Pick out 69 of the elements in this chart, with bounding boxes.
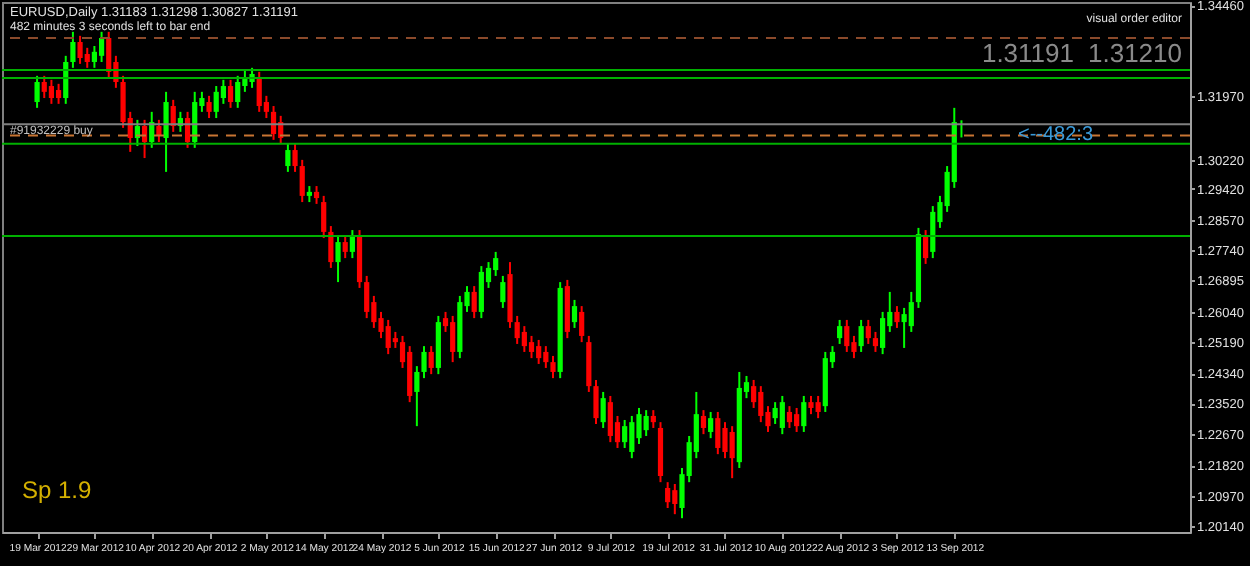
candlestick <box>163 90 169 173</box>
candlestick <box>349 229 355 260</box>
candlestick <box>471 285 477 320</box>
candlestick <box>808 394 814 416</box>
candlestick <box>98 30 105 64</box>
candlestick <box>751 378 757 409</box>
candlestick <box>543 345 549 369</box>
candlestick <box>794 406 800 433</box>
candlestick <box>48 78 55 105</box>
candlestick <box>550 354 556 380</box>
candlestick <box>235 74 241 109</box>
candlestick <box>844 318 850 353</box>
candlestick <box>901 306 907 349</box>
candlestick <box>622 418 628 449</box>
candlestick <box>55 82 62 105</box>
candlestick <box>342 234 348 260</box>
candlestick <box>930 205 936 260</box>
candlestick <box>220 78 226 105</box>
annotation: 1.31191 <box>981 38 1074 68</box>
candlestick <box>600 390 606 429</box>
candlestick <box>385 318 391 356</box>
candlestick <box>564 278 570 340</box>
candlestick <box>285 142 291 173</box>
candlestick <box>607 394 613 444</box>
candlestick <box>894 305 900 329</box>
candlestick <box>213 85 219 120</box>
candlestick <box>206 94 212 120</box>
candlestick <box>450 314 456 364</box>
annotation: Sp 1.9 <box>22 476 93 504</box>
candlestick <box>91 45 97 69</box>
candlestick <box>227 78 234 109</box>
candlestick <box>77 34 83 65</box>
candlestick <box>786 405 793 429</box>
annotation: 1.31210 <box>1088 38 1182 68</box>
candlestick <box>34 74 40 109</box>
candlestick <box>872 330 879 353</box>
candlestick <box>708 410 714 440</box>
candlestick <box>700 409 707 436</box>
candlestick <box>478 265 484 320</box>
candlestick <box>256 70 262 113</box>
candlestick <box>500 274 506 309</box>
candlestick <box>729 425 735 480</box>
candlestick <box>528 334 535 360</box>
candlestick <box>571 298 578 329</box>
candlestick <box>779 394 785 436</box>
candlestick <box>521 325 527 353</box>
candlestick <box>880 310 886 356</box>
candlestick <box>629 414 635 460</box>
candlestick <box>858 318 864 353</box>
candlestick <box>801 394 807 433</box>
candlestick <box>41 74 47 100</box>
candlestick <box>923 229 929 265</box>
candlestick <box>84 46 90 69</box>
candlestick <box>335 234 341 284</box>
candlestick <box>299 158 305 204</box>
candlestick <box>672 482 678 516</box>
candlestick <box>665 481 671 509</box>
candlestick <box>865 318 871 345</box>
candlestick <box>579 305 585 344</box>
candlestick <box>435 314 441 376</box>
candlestick <box>758 385 764 424</box>
candlestick <box>715 410 721 456</box>
candlestick <box>643 409 649 437</box>
annotation: <--482:3 <box>1018 124 1094 146</box>
candlestick <box>428 345 434 376</box>
candlestick <box>815 394 821 420</box>
candlestick <box>536 338 542 365</box>
candlestick <box>772 401 778 425</box>
candlestick <box>837 318 843 345</box>
